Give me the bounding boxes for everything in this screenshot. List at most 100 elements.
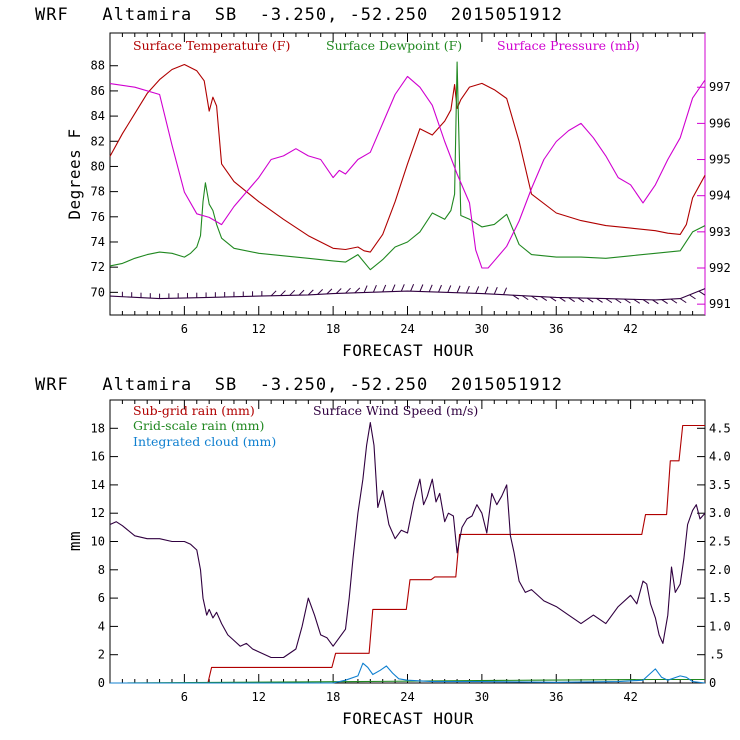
wind-barb: [586, 297, 594, 303]
wind-barb: [596, 297, 603, 303]
y-tick-label: 88: [91, 59, 105, 73]
y2-tick-label: 4.0: [709, 450, 731, 464]
x-tick-label: 30: [475, 690, 489, 704]
wind-barb: [475, 286, 480, 294]
x-tick-label: 42: [623, 322, 637, 336]
wind-barb: [438, 284, 442, 293]
y2-tick-label: 2.5: [709, 535, 731, 549]
y-tick-label: 18: [91, 421, 105, 435]
wind-barb: [679, 298, 687, 304]
wind-barb: [661, 299, 668, 304]
y2-tick-label: 1.0: [709, 619, 731, 633]
y-tick-label: 80: [91, 159, 105, 173]
x-tick-label: 24: [400, 322, 414, 336]
wind-barb: [642, 299, 650, 304]
series-line-integrated-cloud-mm: [110, 662, 706, 684]
y-tick-label: 6: [98, 591, 105, 605]
wind-barb: [391, 284, 396, 292]
chart2-title: WRF Altamira SB -3.250, -52.250 20150519…: [35, 375, 563, 395]
x-tick-label: 24: [400, 690, 414, 704]
y-tick-label: 76: [91, 210, 105, 224]
legend-surface-pressure: Surface Pressure (mb): [497, 38, 640, 53]
y2-tick-label: 0: [709, 676, 716, 690]
y2-tick-label: 991: [709, 297, 731, 311]
y-tick-label: 12: [91, 506, 105, 520]
wind-barb: [493, 287, 498, 295]
wind-barb: [624, 298, 631, 304]
wind-barb: [363, 285, 368, 293]
x-tick-label: 12: [252, 322, 266, 336]
y-tick-label: 86: [91, 84, 105, 98]
wind-barb: [540, 296, 548, 302]
y2-tick-label: 996: [709, 116, 731, 130]
series-line-sub-grid-rain-mm: [110, 424, 705, 684]
y2-tick-label: 997: [709, 80, 731, 94]
y2-tick-label: 995: [709, 153, 731, 167]
wind-barb: [484, 286, 489, 294]
wind-barb: [307, 289, 314, 296]
series-line-surface-dewpoint-f: [109, 61, 706, 271]
y2-tick-label: 3.5: [709, 478, 731, 492]
legend-gridscale-rain: Grid-scale rain (mm): [133, 418, 264, 433]
chart2-series: [109, 422, 706, 684]
x-tick-label: 18: [326, 690, 340, 704]
chart1-ylabel: Degrees F: [65, 128, 84, 219]
y2-tick-label: 2.0: [709, 563, 731, 577]
series-line-surface-pressure-mb: [109, 75, 706, 269]
chart2-xlabel: FORECAST HOUR: [342, 709, 474, 728]
wind-barb: [280, 290, 286, 296]
wind-barb: [289, 289, 296, 296]
legend-surface-wind-speed: Surface Wind Speed (m/s): [313, 403, 478, 418]
chart1-xlabel: FORECAST HOUR: [342, 341, 474, 360]
wind-barb: [512, 294, 520, 300]
wind-barb: [428, 284, 433, 293]
y-tick-label: 14: [91, 478, 105, 492]
x-tick-label: 6: [181, 690, 188, 704]
y-tick-label: 74: [91, 235, 105, 249]
wind-barb: [447, 285, 452, 293]
wind-barb: [549, 296, 557, 302]
series-line-surface-temperature-f: [109, 63, 706, 253]
wind-barb: [531, 295, 538, 301]
chart1-series: [109, 61, 706, 301]
wind-barb: [345, 287, 351, 294]
wind-barb: [689, 294, 696, 300]
y2-tick-label: 992: [709, 261, 731, 275]
y2-tick-label: 4.5: [709, 421, 731, 435]
wind-barb: [465, 285, 470, 294]
y2-tick-label: 993: [709, 225, 731, 239]
series-line-surface-wind-speed-m-s: [109, 422, 706, 659]
y-tick-label: 16: [91, 450, 105, 464]
chart1-wind-barbs: [121, 283, 706, 305]
wind-barb: [419, 284, 424, 292]
chart1-ticks: 6 12 18 24 30 36 42 70 72 74 76 78 80 82 84 86 88 991 992 9…: [91, 33, 731, 336]
y2-tick-label: 994: [709, 189, 731, 203]
y-tick-label: 8: [98, 563, 105, 577]
wind-barb: [317, 289, 323, 295]
wind-barb: [652, 299, 659, 305]
y-tick-label: 72: [91, 260, 105, 274]
wind-barb: [614, 298, 622, 304]
wind-barb: [372, 285, 377, 293]
wind-barb: [605, 298, 613, 304]
legend-surface-temperature: Surface Temperature (F): [133, 38, 290, 53]
series-line-surface-wind: [109, 288, 706, 301]
wind-barb: [568, 297, 575, 303]
y-tick-label: 78: [91, 185, 105, 199]
series-line-grid-scale-rain-mm: [109, 678, 705, 684]
legend-subgrid-rain: Sub-grid rain (mm): [133, 403, 255, 418]
y2-tick-label: .5: [709, 648, 723, 662]
x-tick-label: 6: [181, 322, 188, 336]
y-tick-label: 0: [98, 676, 105, 690]
wind-barb: [670, 298, 678, 304]
wind-barb: [503, 287, 508, 295]
x-tick-label: 36: [549, 690, 563, 704]
y2-tick-label: 1.5: [709, 591, 731, 605]
wind-barb: [577, 297, 585, 303]
x-tick-label: 12: [252, 690, 266, 704]
wind-barb: [382, 284, 387, 293]
wind-barb: [410, 283, 415, 292]
wind-barb: [298, 289, 305, 296]
y-tick-label: 84: [91, 109, 105, 123]
